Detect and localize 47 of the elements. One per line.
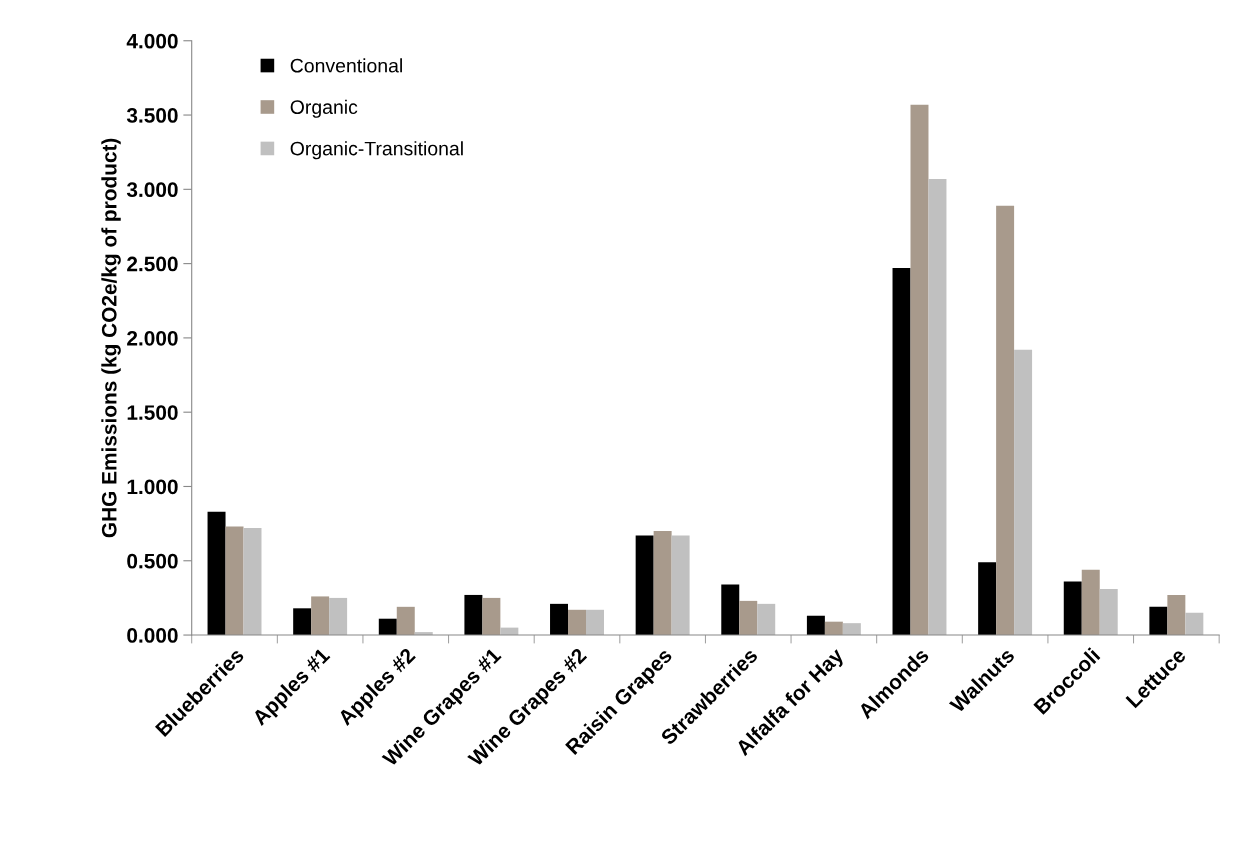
bar — [1149, 606, 1168, 636]
legend-label: Conventional — [290, 58, 402, 73]
bar — [824, 621, 843, 636]
y-tick-label: 1.500 — [127, 405, 178, 420]
bar — [928, 178, 947, 636]
bar — [1099, 588, 1118, 636]
y-tick-label: 2.500 — [127, 256, 178, 272]
bar — [207, 511, 226, 636]
bar — [1167, 594, 1186, 636]
bar — [243, 528, 262, 636]
legend-label: Organic-Transitional — [290, 141, 463, 160]
bar — [225, 526, 244, 636]
bar — [1081, 569, 1100, 636]
bar — [464, 594, 483, 636]
bar — [892, 268, 911, 636]
bar — [550, 603, 569, 636]
bar — [311, 596, 330, 636]
bar — [721, 584, 740, 636]
bar — [1014, 349, 1033, 636]
bar — [978, 562, 997, 636]
bar — [1185, 612, 1204, 636]
bar — [329, 597, 348, 636]
legend-label: Organic — [290, 99, 358, 118]
bar — [635, 535, 654, 636]
bar — [293, 608, 312, 636]
bar — [653, 531, 672, 636]
y-tick-label: 4.000 — [126, 33, 178, 49]
bar — [910, 104, 929, 636]
bar — [739, 600, 758, 636]
bar — [378, 618, 397, 636]
bar — [482, 597, 501, 636]
y-tick-label: 2.000 — [127, 330, 178, 346]
y-tick-label: 1.000 — [127, 479, 178, 495]
bar — [586, 609, 604, 636]
y-tick-label: 3.000 — [126, 182, 178, 198]
bar — [396, 606, 415, 636]
bar — [806, 615, 825, 636]
y-tick-label: 0.500 — [127, 553, 178, 569]
y-axis-title: GHG Emissions (kg CO2e/kg of product) — [101, 138, 121, 538]
bar — [757, 603, 776, 636]
bar — [671, 535, 690, 636]
bar — [1063, 581, 1082, 636]
y-tick-label: 0.000 — [127, 628, 178, 643]
bar — [568, 609, 586, 636]
y-tick-label: 3.500 — [126, 108, 178, 123]
bar — [996, 205, 1015, 636]
bar — [842, 623, 861, 636]
